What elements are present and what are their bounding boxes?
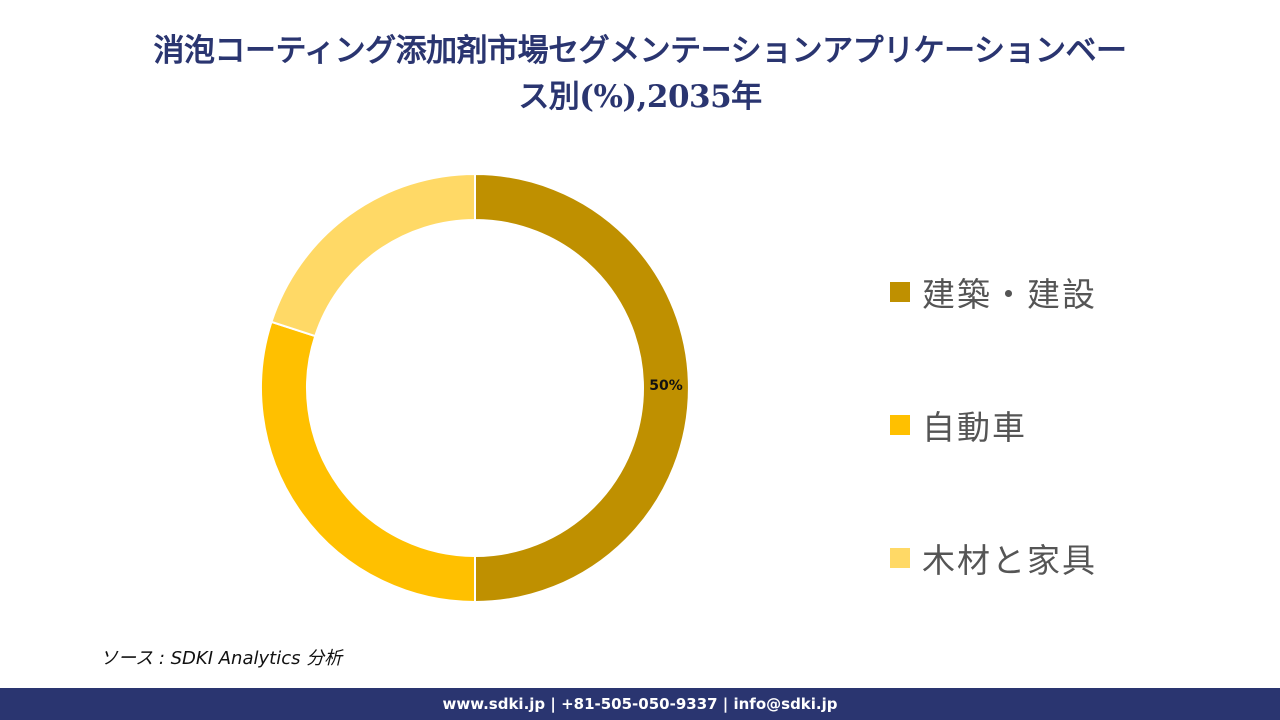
- legend-swatch-icon: [890, 282, 910, 302]
- donut-segment-construction: [474, 172, 690, 604]
- data-label-construction: 50%: [649, 378, 683, 394]
- legend-label: 木材と家具: [922, 541, 1097, 580]
- source-note: ソース : SDKI Analytics 分析: [100, 648, 343, 669]
- donut-chart: [255, 168, 695, 608]
- footer-contact-bar: www.sdki.jp | +81-505-050-9337 | info@sd…: [0, 688, 1280, 720]
- donut-segment-wood-furniture: [270, 172, 476, 338]
- legend-item-automotive: 自動車: [890, 401, 1027, 449]
- chart-title-line-1: 消泡コーティング添加剤市場セグメンテーションアプリケーションベー: [153, 33, 1127, 69]
- legend-label: 自動車: [922, 408, 1027, 447]
- legend-label: 建築・建設: [922, 275, 1097, 314]
- chart-title-line-2: ス別(%),2035年: [518, 79, 762, 115]
- legend-item-wood-furniture: 木材と家具: [890, 534, 1097, 582]
- legend-swatch-icon: [890, 548, 910, 568]
- legend-swatch-icon: [890, 415, 910, 435]
- chart-title: 消泡コーティング添加剤市場セグメンテーションアプリケーションベー ス別(%),2…: [0, 28, 1280, 120]
- donut-segment-automotive: [260, 320, 476, 604]
- donut-svg: [260, 172, 690, 604]
- legend-item-construction: 建築・建設: [890, 268, 1097, 316]
